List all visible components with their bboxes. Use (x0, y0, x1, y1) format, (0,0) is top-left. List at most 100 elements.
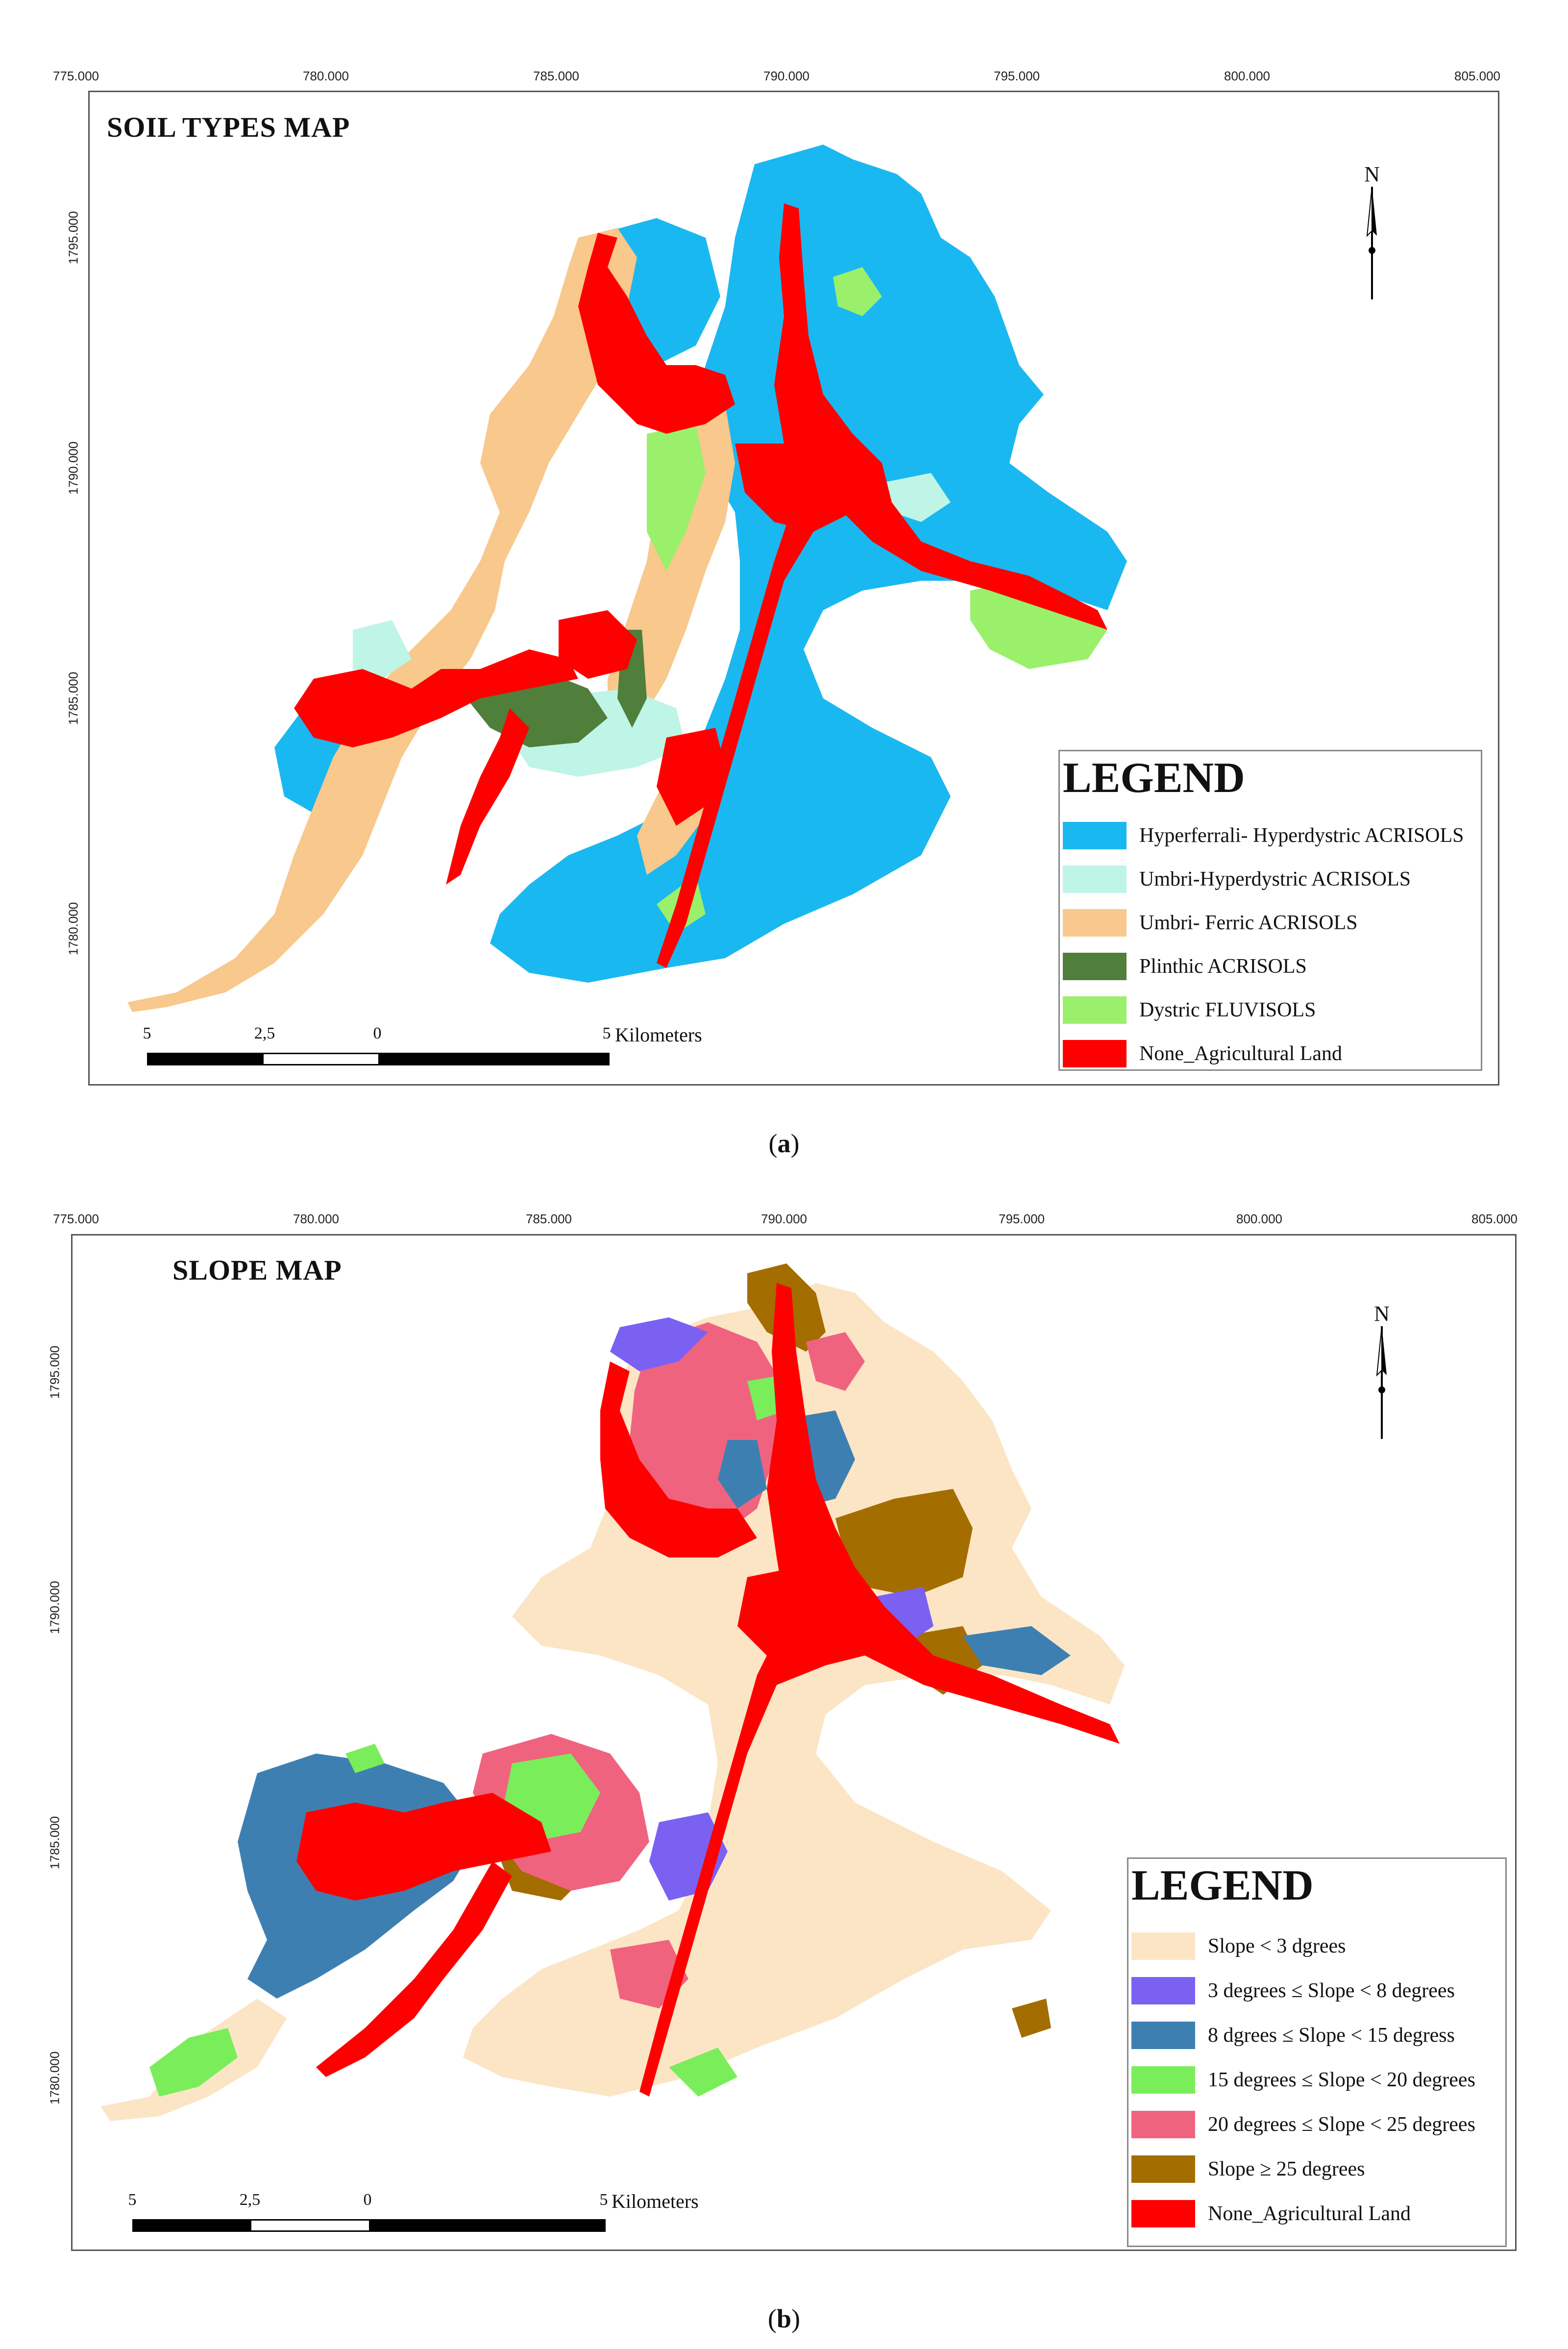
legend-swatch (1063, 865, 1127, 893)
y-tick-label: 1785.000 (47, 1816, 62, 1870)
soil-region-non-agricultural-strip (446, 708, 529, 885)
legend-swatch (1131, 1932, 1195, 1960)
north-arrow-icon (1366, 186, 1377, 299)
slope-map-area (100, 1263, 1125, 2121)
legend-item: Umbri-Hyperdystric ACRISOLS (1063, 865, 1411, 894)
slope-region-gte-25-east (835, 1489, 973, 1597)
soil-region-umbri-hyperdystric-w (353, 620, 412, 679)
slope-region-non-agricultural-center (737, 1567, 855, 1656)
x-tick-label: 780.000 (303, 69, 349, 83)
soil-region-non-agricultural-river (657, 203, 1107, 968)
panel-slope-map: 775.000 780.000 785.000 790.000 795.000 … (0, 1176, 1568, 2349)
legend-item: Slope < 3 dgrees (1131, 1931, 1346, 1961)
legend-title: LEGEND (1063, 754, 1245, 802)
scale-unit: Kilometers (615, 1024, 702, 1046)
legend-label: Hyperferrali- Hyperdystric ACRISOLS (1139, 824, 1464, 847)
soil-region-non-agricultural-center (735, 444, 853, 532)
x-tick-label: 800.000 (1224, 69, 1270, 83)
y-tick-label: 1790.000 (47, 1581, 62, 1634)
north-letter: N (1374, 1302, 1390, 1326)
x-tick-label: 790.000 (763, 69, 809, 83)
soil-region-non-agricultural-central (559, 610, 637, 679)
legend: LEGEND Slope < 3 dgrees 3 degrees ≤ Slop… (1127, 1857, 1507, 2247)
legend-label: 15 degrees ≤ Slope < 20 degrees (1208, 2069, 1475, 2091)
legend-item: 15 degrees ≤ Slope < 20 degrees (1131, 2065, 1475, 2095)
y-tick-label: 1780.000 (47, 2051, 62, 2105)
legend-item: 8 dgrees ≤ Slope < 15 degress (1131, 2021, 1455, 2050)
legend-swatch (1063, 953, 1127, 980)
legend-label: 20 degrees ≤ Slope < 25 degrees (1208, 2113, 1475, 2136)
legend-swatch (1131, 1977, 1195, 2004)
legend-swatch (1131, 2200, 1195, 2227)
scale-bar (147, 1053, 610, 1065)
scale-unit: Kilometers (612, 2190, 699, 2212)
north-arrow-icon (1376, 1326, 1387, 1439)
scale-label: 2,5 (254, 1024, 275, 1042)
x-tick-label: 775.000 (53, 69, 99, 83)
slope-region-3-8 (610, 1317, 708, 1371)
soil-region-umbri-hyperdystric-e (882, 473, 951, 522)
legend-swatch (1131, 2111, 1195, 2138)
map-title: SOIL TYPES MAP (107, 111, 350, 143)
legend-item: None_Agricultural Land (1131, 2199, 1411, 2228)
y-tick-label: 1790.000 (66, 441, 81, 495)
slope-region-gte-25-far-se (1012, 1999, 1051, 2038)
soil-region-non-agricultural-south (657, 728, 725, 826)
y-tick-label: 1785.000 (66, 671, 81, 725)
legend-label: 8 dgrees ≤ Slope < 15 degress (1208, 2024, 1455, 2047)
legend-item: Slope ≥ 25 degrees (1131, 2154, 1365, 2184)
scale-label: 5 (599, 2191, 608, 2209)
caption-letter: a (777, 1129, 791, 1158)
legend: LEGEND Hyperferrali- Hyperdystric ACRISO… (1058, 750, 1482, 1071)
soil-region-hyperferrali (490, 145, 1127, 983)
scale-label: 5 (602, 1024, 611, 1042)
legend-swatch (1063, 909, 1127, 937)
legend-swatch (1063, 1040, 1127, 1067)
soil-map-area (127, 145, 1127, 1012)
x-tick-label: 805.000 (1454, 69, 1500, 83)
x-tick-label: 785.000 (526, 1212, 572, 1226)
legend-label: None_Agricultural Land (1208, 2202, 1411, 2225)
slope-region-non-agricultural (600, 1361, 757, 1558)
scale-label: 2,5 (239, 2191, 261, 2209)
legend-item: Hyperferrali- Hyperdystric ACRISOLS (1063, 821, 1464, 850)
x-tick-label: 795.000 (999, 1212, 1045, 1226)
y-tick-label: 1795.000 (66, 211, 81, 265)
legend-label: None_Agricultural Land (1139, 1042, 1343, 1065)
soil-region-non-agricultural-west (294, 649, 578, 747)
legend-label: Umbri-Hyperdystric ACRISOLS (1139, 868, 1411, 890)
soil-region-non-agricultural (578, 233, 735, 434)
legend-swatch (1131, 2155, 1195, 2183)
slope-region-non-agricultural-sw (316, 1861, 512, 2077)
legend-item: Dystric FLUVISOLS (1063, 995, 1316, 1025)
x-tick-label: 780.000 (293, 1212, 339, 1226)
map-title: SLOPE MAP (172, 1254, 342, 1286)
north-arrow: N (1362, 1301, 1401, 1441)
scale-label: 0 (363, 2191, 372, 2209)
x-tick-label: 805.000 (1471, 1212, 1518, 1226)
legend-label: Slope < 3 dgrees (1208, 1935, 1346, 1957)
scale-label: 5 (143, 1024, 151, 1042)
panel-soil-types-map: 775.000 780.000 785.000 790.000 795.000 … (53, 69, 1500, 1158)
soil-region-dystric-fluvisols (970, 581, 1107, 669)
legend-swatch (1131, 2022, 1195, 2049)
slope-region-non-agricultural-river (639, 1283, 1120, 2097)
legend-item: None_Agricultural Land (1063, 1039, 1342, 1068)
legend-label: Slope ≥ 25 degrees (1208, 2158, 1365, 2180)
legend-swatch (1131, 2066, 1195, 2094)
legend-item: Umbri- Ferric ACRISOLS (1063, 908, 1358, 938)
north-arrow: N (1352, 162, 1392, 302)
soil-region-dystric-fluvisols-2 (647, 424, 706, 571)
north-letter: N (1364, 162, 1380, 186)
legend-title: LEGEND (1131, 1862, 1314, 1909)
x-tick-label: 800.000 (1236, 1212, 1282, 1226)
soil-region-dystric-fluvisols-3 (833, 267, 882, 316)
legend-label: 3 degrees ≤ Slope < 8 degrees (1208, 1979, 1455, 2002)
scale-bar (132, 2219, 606, 2232)
slope-region-20-25-east (806, 1332, 865, 1391)
x-tick-label: 795.000 (994, 69, 1040, 83)
scale-label: 0 (373, 1024, 382, 1042)
slope-region-8-15-c (718, 1440, 767, 1508)
x-tick-label: 790.000 (761, 1212, 807, 1226)
legend-swatch (1063, 822, 1127, 849)
